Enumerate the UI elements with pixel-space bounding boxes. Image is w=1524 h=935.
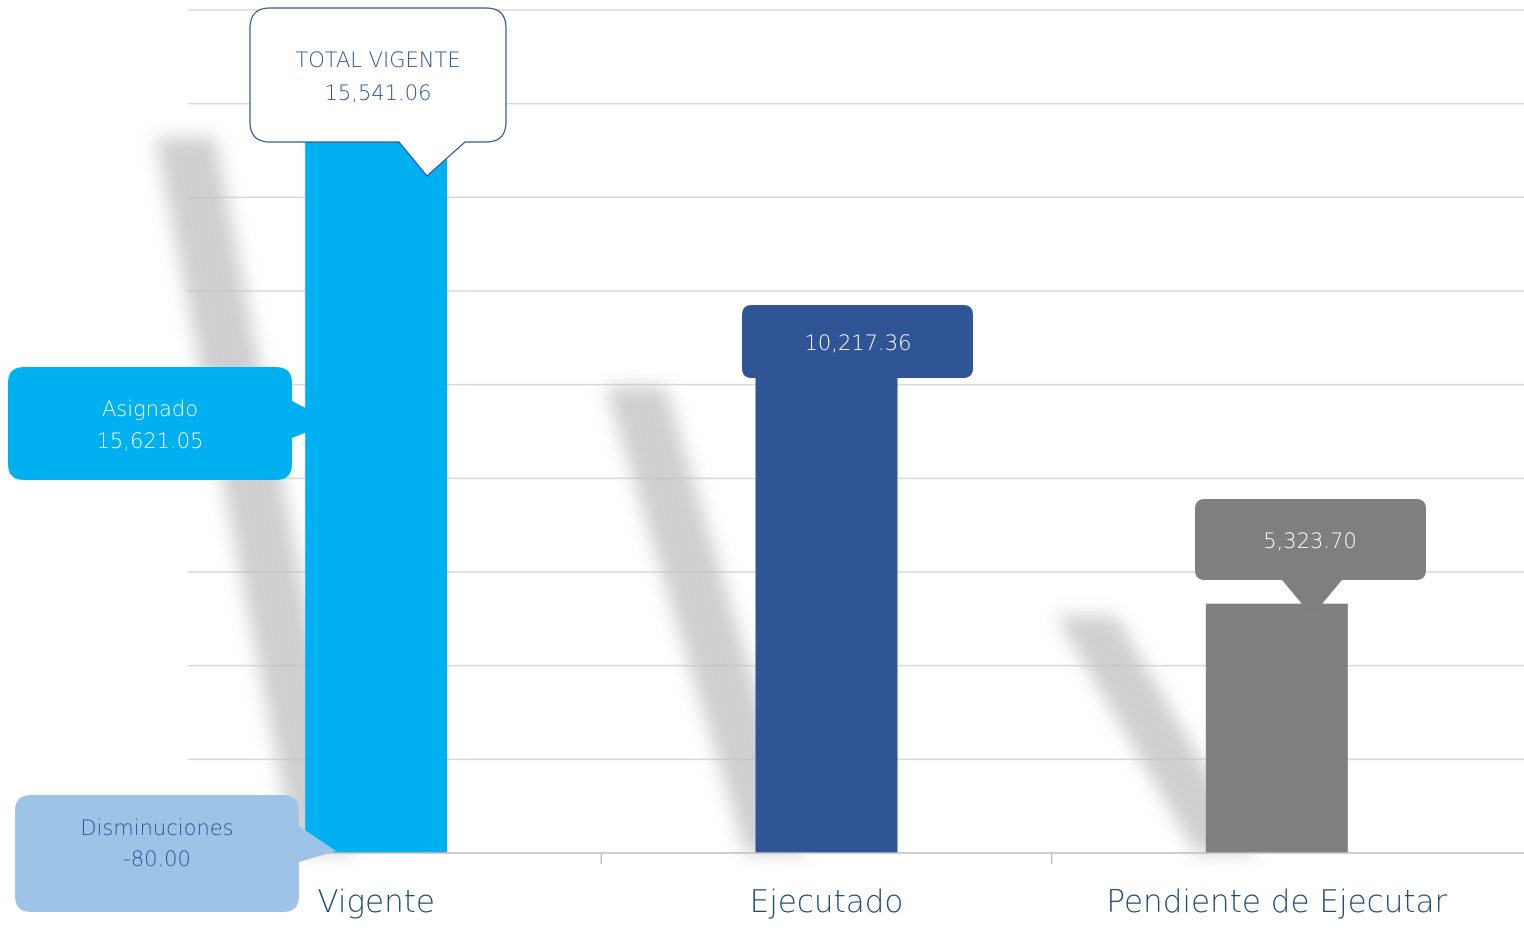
asignado-title: Asignado [102,397,198,421]
bar-ejecutado [755,374,898,853]
ejecutado-value-label: 10,217.36 [805,331,912,355]
disminuciones-callout: Disminuciones -80.00 [15,795,336,912]
bar-vigente [305,125,448,854]
asignado-value: 15,621.05 [97,429,204,453]
disminuciones-callout-shape [15,795,336,912]
ejecutado-value-callout: 10,217.36 [742,305,973,413]
disminuciones-title: Disminuciones [80,816,233,840]
pendiente-value-callout-shape [1195,499,1426,616]
asignado-callout: Asignado 15,621.05 [8,367,333,480]
x-axis [188,852,1524,864]
category-label: Pendiente de Ejecutar [1106,884,1447,920]
total-vigente-title: TOTAL VIGENTE [295,48,460,72]
total-vigente-callout-shape [249,7,507,177]
bars [305,125,1348,854]
asignado-callout-shape [8,367,333,480]
pendiente-value-label: 5,323.70 [1263,529,1357,553]
ejecutado-value-callout-shape [742,305,973,413]
category-label: Vigente [317,884,435,920]
pendiente-value-callout: 5,323.70 [1195,499,1426,616]
category-labels: Vigente Ejecutado Pendiente de Ejecutar [317,884,1447,920]
bar-pendiente-de-ejecutar [1205,603,1348,853]
total-vigente-callout: TOTAL VIGENTE 15,541.06 [249,7,507,177]
disminuciones-value: -80.00 [123,847,191,871]
total-vigente-value: 15,541.06 [325,81,432,105]
category-label: Ejecutado [750,884,904,920]
